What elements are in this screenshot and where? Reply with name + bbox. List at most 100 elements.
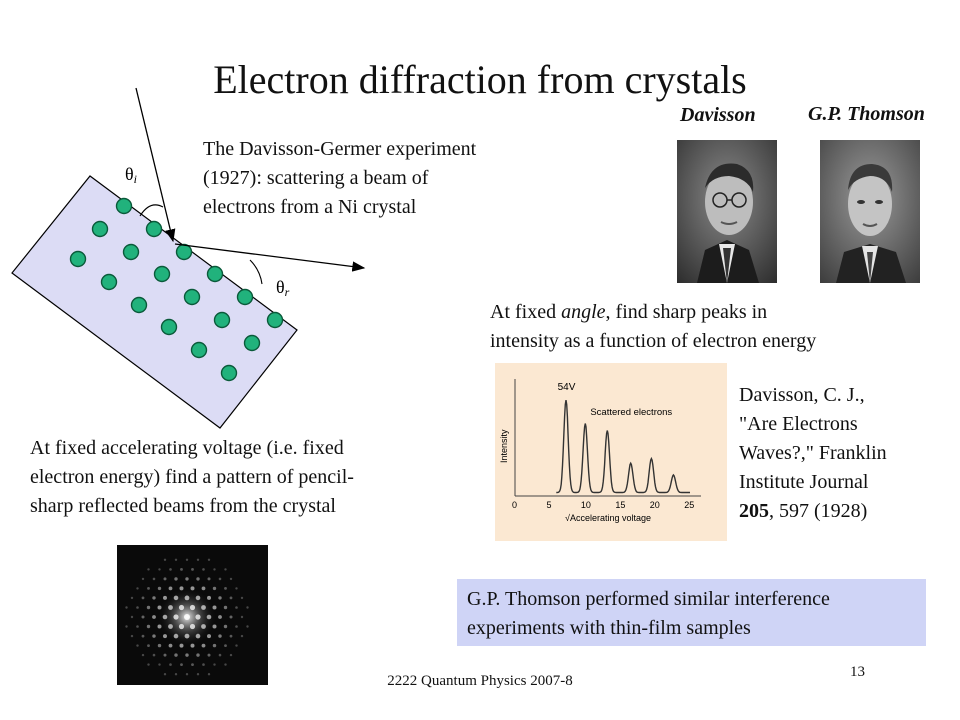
diffraction-spot	[207, 653, 211, 657]
diffraction-spot	[229, 653, 233, 657]
ref-line: "Are Electrons	[739, 413, 858, 435]
davisson-germer-text: The Davisson-Germer experiment (1927): s…	[203, 135, 543, 222]
diffraction-spot	[174, 577, 178, 581]
angle-line2: intensity as a function of electron ener…	[490, 330, 817, 352]
diffraction-spot	[141, 653, 145, 657]
diffraction-spot	[125, 606, 128, 609]
diffraction-spot	[136, 625, 139, 628]
diffraction-spot	[207, 577, 211, 581]
thomson-line: G.P. Thomson performed similar interfere…	[467, 588, 830, 610]
diffraction-spot	[246, 625, 249, 628]
diffraction-spot	[152, 596, 156, 600]
theta-r-arc	[249, 259, 263, 285]
diffraction-spot	[136, 644, 139, 647]
dg-line: (1927): scattering a beam of	[203, 167, 429, 189]
diffraction-spot	[168, 643, 173, 648]
fixed-voltage-text: At fixed accelerating voltage (i.e. fixe…	[30, 434, 430, 521]
x-tick-label: 20	[650, 500, 660, 510]
x-tick-label: 5	[546, 500, 551, 510]
diffraction-spot	[157, 643, 162, 648]
diffraction-spot	[130, 634, 134, 638]
ref-pages: , 597 (1928)	[769, 500, 868, 522]
diffraction-spot	[185, 653, 189, 657]
angle-italic: angle	[561, 301, 606, 323]
x-tick-label: 10	[581, 500, 591, 510]
thomson-portrait-icon	[820, 140, 920, 283]
ref-line: Davisson, C. J.,	[739, 384, 865, 406]
diffraction-spot	[147, 587, 150, 590]
thomson-name: G.P. Thomson	[808, 103, 925, 125]
theta-r-label: θr	[276, 277, 290, 299]
diffraction-spot	[223, 605, 228, 610]
diffraction-spot	[147, 644, 150, 647]
x-tick-label: 25	[684, 500, 694, 510]
thomson-line: experiments with thin-film samples	[467, 617, 751, 639]
diffraction-spot	[240, 634, 244, 638]
diffraction-spot	[130, 615, 134, 619]
angle-post: , find sharp peaks in	[605, 301, 768, 323]
diffraction-spot	[224, 644, 227, 647]
diffraction-spot	[224, 587, 227, 590]
diffraction-spot	[141, 577, 145, 581]
diffraction-spot	[147, 568, 150, 571]
diffraction-spot	[229, 596, 233, 600]
diffraction-spot	[185, 577, 189, 581]
diffraction-spot	[168, 586, 173, 591]
diffraction-spot	[218, 577, 222, 581]
diffraction-spot	[169, 568, 172, 571]
diffraction-spot	[201, 586, 206, 591]
diffraction-spot	[207, 673, 211, 676]
diffraction-spot	[229, 615, 233, 619]
diffraction-spot	[201, 643, 206, 648]
annotation-scattered-electrons: Scattered electrons	[590, 407, 672, 418]
diffraction-spot	[213, 568, 216, 571]
dg-line: The Davisson-Germer experiment	[203, 138, 477, 160]
diffraction-spot	[174, 653, 178, 657]
x-tick-label: 15	[615, 500, 625, 510]
diffraction-spot	[174, 558, 178, 561]
diffraction-spot	[180, 568, 183, 571]
diffraction-spot	[218, 634, 222, 638]
voltage-line: sharp reflected beams from the crystal	[30, 495, 336, 517]
diffraction-spot	[235, 644, 238, 647]
diffraction-spot	[136, 606, 139, 609]
diffraction-spot	[146, 605, 151, 610]
diffraction-spot	[157, 586, 162, 591]
diffraction-spot	[158, 568, 161, 571]
dg-line: electrons from a Ni crystal	[203, 196, 417, 218]
footer-course: 2222 Quantum Physics 2007-8	[387, 673, 573, 689]
diffraction-pattern-photo	[117, 545, 268, 685]
diffraction-spots-icon	[125, 558, 249, 676]
intensity-graph-panel: 0 5 10 15 20 25 Intensity √Accelerating volta…	[495, 363, 727, 541]
diffraction-spot	[218, 653, 222, 657]
y-axis-label: Intensity	[499, 429, 509, 463]
diffraction-spot	[130, 596, 134, 600]
diffraction-spot	[218, 596, 222, 600]
x-tick-label: 0	[512, 500, 517, 510]
theta-i-label: θi	[125, 164, 137, 186]
diffraction-spot	[202, 568, 205, 571]
diffraction-spot	[212, 586, 217, 591]
diffraction-spot	[229, 577, 233, 581]
diffraction-spot	[196, 673, 200, 676]
diffraction-spot	[202, 663, 205, 666]
diffraction-spot	[235, 587, 238, 590]
diffraction-spot	[141, 634, 145, 638]
diffraction-spot	[218, 615, 222, 619]
diffraction-spot	[212, 643, 217, 648]
diffraction-spot	[152, 653, 156, 657]
davisson-portrait-photo	[677, 140, 777, 283]
intensity-curve	[556, 399, 690, 494]
angle-pre: At fixed	[490, 301, 562, 323]
slide-title: Electron diffraction from crystals	[213, 57, 747, 102]
diffraction-spot	[191, 663, 194, 666]
diffraction-spot	[235, 625, 238, 628]
thomson-note-box: G.P. Thomson performed similar interfere…	[457, 579, 926, 646]
diffraction-spot	[152, 615, 156, 619]
x-axis-label: √Accelerating voltage	[565, 513, 651, 523]
diffraction-spot	[207, 558, 211, 561]
diffraction-spot	[141, 596, 145, 600]
davisson-portrait-icon	[677, 140, 777, 283]
ni-crystal-slab	[11, 175, 298, 429]
diffraction-spot	[152, 634, 156, 638]
